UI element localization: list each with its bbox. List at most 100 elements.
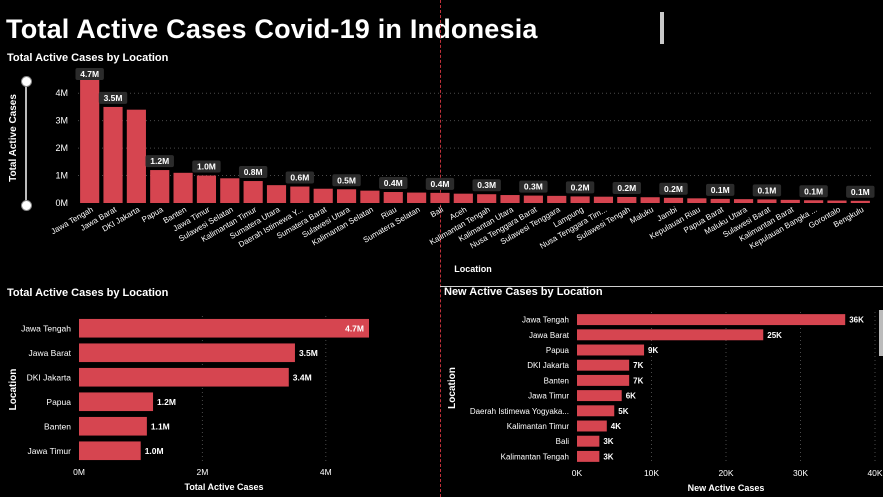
y-tick-label: Kalimantan Timur — [507, 422, 570, 431]
bar — [79, 416, 147, 436]
bar — [577, 390, 622, 402]
data-label-bg — [659, 182, 688, 195]
bar — [547, 195, 567, 203]
bottom-right-bar-chart: 0K 10K 20K 30K 40K Jawa Tengah 36K Jawa Barat 25… — [447, 312, 883, 493]
data-label: 0.3M — [524, 182, 543, 192]
zoom-slider-bottom-handle[interactable] — [21, 200, 32, 211]
bar — [827, 200, 847, 203]
data-label: 7K — [633, 361, 643, 370]
data-label-bg — [612, 181, 641, 194]
data-label-bg — [472, 179, 501, 192]
bar — [336, 189, 357, 203]
data-label: 7K — [633, 376, 643, 385]
data-label-bg — [238, 166, 268, 179]
bar — [126, 109, 146, 203]
data-label: 3K — [603, 437, 613, 446]
x-tick-label: Maluku — [628, 205, 655, 226]
bar — [577, 329, 764, 341]
bar — [150, 170, 170, 203]
y-tick-label: Bali — [556, 437, 570, 446]
bar — [710, 198, 730, 203]
bar — [79, 367, 289, 387]
bar — [780, 199, 800, 203]
data-label-bg — [799, 185, 828, 198]
data-label-bg — [98, 91, 128, 104]
bar — [103, 106, 123, 203]
data-label: 0.2M — [617, 183, 636, 193]
data-label: 0.4M — [384, 178, 403, 188]
bar — [687, 198, 707, 203]
bar — [663, 197, 684, 203]
x-axis-label: New Active Cases — [688, 483, 765, 493]
bar — [570, 196, 590, 203]
bar — [79, 441, 141, 461]
bar — [577, 450, 600, 462]
data-label: 3.4M — [293, 372, 312, 382]
data-label: 0.1M — [757, 185, 776, 195]
y-tick-label: 2M — [55, 143, 68, 153]
bar — [577, 420, 607, 432]
zoom-slider-track[interactable] — [25, 80, 27, 205]
data-label-bg — [379, 177, 408, 190]
data-label-bg — [565, 181, 595, 194]
y-tick-label: DKI Jakarta — [527, 361, 569, 370]
bar — [577, 344, 645, 356]
data-label: 1.1M — [151, 421, 170, 431]
x-tick-label: 0M — [73, 467, 85, 477]
bar — [577, 405, 615, 417]
y-tick-label: 1M — [55, 171, 68, 181]
top-chart-title: Total Active Cases by Location — [7, 52, 169, 64]
data-label: 0.2M — [571, 182, 590, 192]
bar — [804, 200, 824, 203]
bottom-right-chart-title: New Active Cases by Location — [444, 286, 603, 298]
data-label: 3.5M — [299, 348, 318, 358]
data-label-bg — [332, 174, 361, 187]
bar — [79, 318, 369, 338]
data-label-bg — [145, 155, 174, 168]
data-label: 36K — [849, 316, 864, 325]
y-tick-label: Banten — [544, 376, 569, 385]
y-tick-label: Banten — [44, 421, 71, 431]
bar — [79, 392, 154, 412]
bar — [850, 200, 870, 203]
bar — [577, 374, 630, 386]
y-tick-label: Jawa Tengah — [522, 316, 569, 325]
bar — [593, 196, 614, 203]
data-label-bg — [752, 184, 782, 197]
data-label: 0.6M — [290, 173, 309, 183]
y-tick-label: Jawa Barat — [28, 348, 71, 358]
text-cursor — [660, 12, 664, 44]
bar — [577, 314, 846, 326]
bar — [577, 435, 600, 447]
y-tick-label: DKI Jakarta — [27, 372, 72, 382]
scrollbar-thumb[interactable] — [879, 310, 883, 356]
bar — [196, 175, 217, 203]
x-tick-label: 0K — [572, 468, 583, 478]
bar — [430, 192, 450, 203]
data-label: 0.1M — [851, 187, 870, 197]
bar — [757, 199, 777, 203]
bar — [243, 181, 263, 203]
y-tick-label: Papua — [46, 397, 71, 407]
data-label: 0.3M — [477, 180, 496, 190]
bar — [477, 194, 497, 203]
data-label: 6K — [626, 392, 636, 401]
y-tick-label: Kalimantan Tengah — [501, 452, 569, 461]
data-label: 1.2M — [150, 156, 169, 166]
data-label-bg — [192, 160, 221, 173]
bar — [733, 199, 754, 203]
data-label-bg — [519, 180, 548, 193]
x-tick-label: 20K — [718, 468, 733, 478]
bottom-left-bar-chart: 0M 2M 4M Jawa Tengah 4.7M Jawa Barat 3.5M DKI J… — [8, 316, 369, 492]
y-tick-label: Jawa Barat — [529, 331, 570, 340]
bar — [640, 197, 660, 203]
zoom-slider-top-handle[interactable] — [21, 76, 32, 87]
y-tick-label: 4M — [55, 88, 68, 98]
x-tick-label: Bali — [429, 205, 445, 220]
y-tick-label: Jawa Timur — [528, 392, 569, 401]
data-label: 4K — [611, 422, 621, 431]
x-tick-label: 30K — [793, 468, 808, 478]
data-label: 0.2M — [664, 184, 683, 194]
bar — [617, 196, 637, 203]
data-label: 4.7M — [80, 69, 99, 79]
